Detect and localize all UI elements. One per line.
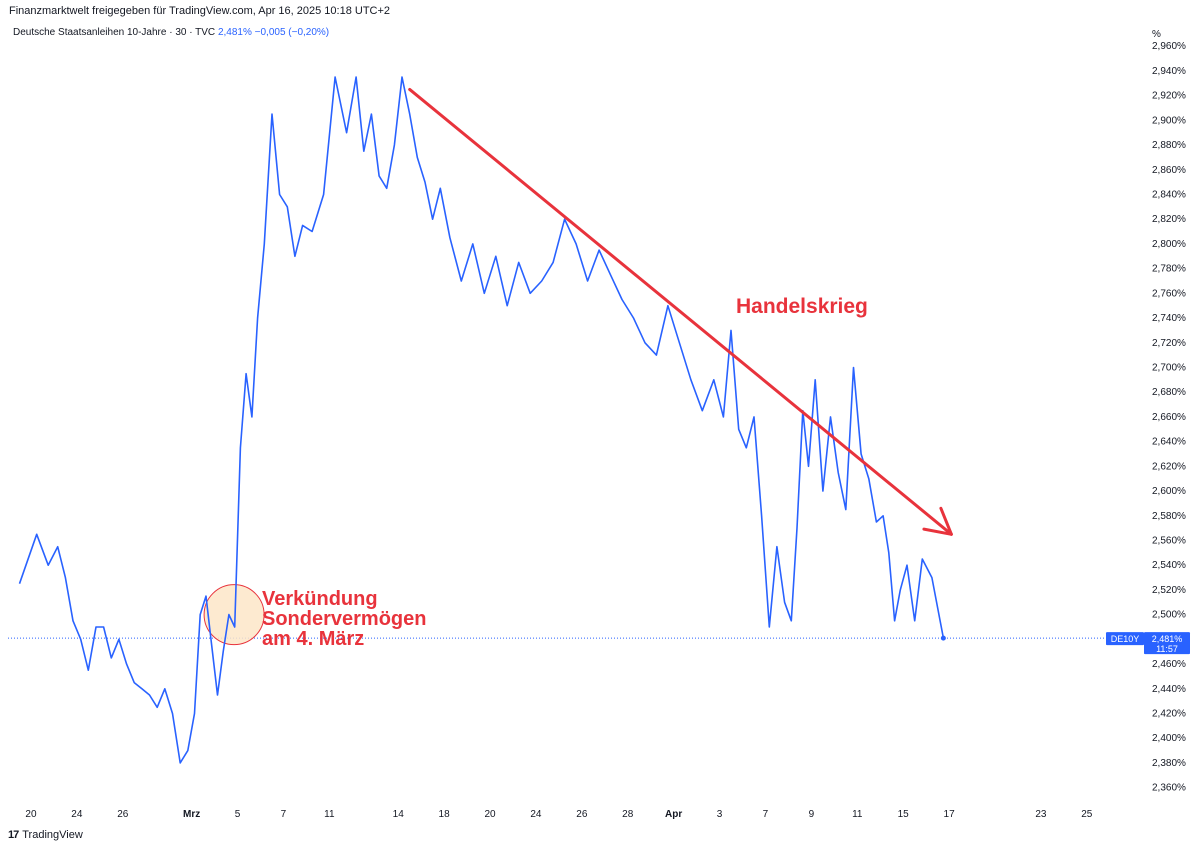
y-tick-label: 2,660% bbox=[1152, 412, 1186, 423]
y-axis-unit: % bbox=[1152, 29, 1161, 40]
y-tick-label: 2,840% bbox=[1152, 189, 1186, 200]
x-tick-label: 7 bbox=[763, 809, 769, 820]
price-tag-value: 2,481% bbox=[1152, 634, 1183, 644]
annotation-trade-war: Handelskrieg bbox=[736, 295, 868, 318]
y-tick-label: 2,860% bbox=[1152, 165, 1186, 176]
y-tick-label: 2,880% bbox=[1152, 140, 1186, 151]
x-tick-label: 11 bbox=[324, 809, 335, 820]
tradingview-brand: TradingView bbox=[22, 829, 83, 841]
annotation-announcement-line3: am 4. März bbox=[262, 628, 364, 650]
chart-header: Finanzmarktwelt freigegeben für TradingV… bbox=[9, 5, 391, 17]
x-tick-label: 26 bbox=[576, 809, 588, 820]
y-tick-label: 2,900% bbox=[1152, 115, 1186, 126]
x-tick-label: 3 bbox=[717, 809, 723, 820]
y-tick-label: 2,680% bbox=[1152, 387, 1186, 398]
y-tick-label: 2,600% bbox=[1152, 486, 1186, 497]
announcement-circle bbox=[203, 584, 265, 646]
x-tick-label: Mrz bbox=[183, 809, 200, 820]
y-tick-label: 2,760% bbox=[1152, 288, 1186, 299]
price-tag-ticker: DE10Y bbox=[1111, 634, 1140, 644]
x-tick-label: 23 bbox=[1035, 809, 1047, 820]
x-tick-label: 24 bbox=[530, 809, 542, 820]
y-tick-label: 2,800% bbox=[1152, 239, 1186, 250]
change-value: −0,005 (−0,20%) bbox=[254, 27, 330, 38]
x-tick-label: 15 bbox=[898, 809, 910, 820]
y-tick-label: 2,460% bbox=[1152, 659, 1186, 670]
y-tick-label: 2,740% bbox=[1152, 313, 1186, 324]
y-tick-label: 2,940% bbox=[1152, 66, 1186, 77]
x-tick-label: 28 bbox=[622, 809, 634, 820]
annotation-announcement-line1: Verkündung bbox=[262, 588, 378, 610]
x-tick-label: 24 bbox=[71, 809, 83, 820]
y-tick-label: 2,500% bbox=[1152, 610, 1186, 621]
y-tick-label: 2,400% bbox=[1152, 733, 1186, 744]
x-tick-label: 26 bbox=[117, 809, 129, 820]
x-tick-label: 9 bbox=[809, 809, 815, 820]
last-value: 2,481% bbox=[217, 27, 252, 38]
y-tick-label: 2,640% bbox=[1152, 437, 1186, 448]
x-tick-label: 14 bbox=[393, 809, 405, 820]
y-tick-label: 2,420% bbox=[1152, 708, 1186, 719]
y-tick-label: 2,560% bbox=[1152, 535, 1186, 546]
trend-arrow bbox=[408, 87, 953, 536]
series-line-de10y bbox=[18, 76, 945, 764]
x-tick-label: 7 bbox=[281, 809, 287, 820]
last-point bbox=[940, 635, 946, 641]
x-tick-label: 5 bbox=[235, 809, 241, 820]
y-tick-label: 2,700% bbox=[1152, 362, 1186, 373]
y-tick-label: 2,720% bbox=[1152, 338, 1186, 349]
y-tick-label: 2,540% bbox=[1152, 560, 1186, 571]
x-axis: 20 24 26 Mrz 5 7 11 14 18 20 24 26 28 Apr 3 7 9 11 15 17 23 2… bbox=[25, 809, 1092, 820]
x-tick-label: Apr bbox=[665, 809, 682, 820]
y-tick-label: 2,440% bbox=[1152, 684, 1186, 695]
x-tick-label: 25 bbox=[1081, 809, 1093, 820]
y-tick-label: 2,380% bbox=[1152, 758, 1186, 769]
y-tick-label: 2,520% bbox=[1152, 585, 1186, 596]
tradingview-mark-icon: 17 bbox=[8, 829, 19, 841]
y-tick-label: 2,620% bbox=[1152, 461, 1186, 472]
price-tag: DE10Y 2,481% 11:57 bbox=[1106, 632, 1190, 655]
symbol-name: Deutsche Staatsanleihen 10-Jahre · 30 · … bbox=[13, 27, 216, 38]
y-axis: 2,360% 2,380% 2,400% 2,420% 2,440% 2,460% 2,48… bbox=[1152, 41, 1186, 793]
x-tick-label: 20 bbox=[484, 809, 496, 820]
x-tick-label: 17 bbox=[944, 809, 956, 820]
price-tag-countdown: 11:57 bbox=[1156, 644, 1178, 654]
y-tick-label: 2,780% bbox=[1152, 264, 1186, 275]
x-tick-label: 18 bbox=[439, 809, 451, 820]
y-tick-label: 2,820% bbox=[1152, 214, 1186, 225]
y-tick-label: 2,580% bbox=[1152, 511, 1186, 522]
x-tick-label: 20 bbox=[25, 809, 37, 820]
tradingview-logo[interactable]: 17 TradingView bbox=[8, 829, 83, 841]
annotation-announcement-line2: Sondervermögen bbox=[262, 608, 426, 630]
y-tick-label: 2,920% bbox=[1152, 91, 1186, 102]
symbol-legend: Deutsche Staatsanleihen 10-Jahre · 30 · … bbox=[13, 27, 329, 38]
y-tick-label: 2,960% bbox=[1152, 41, 1186, 52]
y-tick-label: 2,360% bbox=[1152, 783, 1186, 794]
x-tick-label: 11 bbox=[852, 809, 863, 820]
